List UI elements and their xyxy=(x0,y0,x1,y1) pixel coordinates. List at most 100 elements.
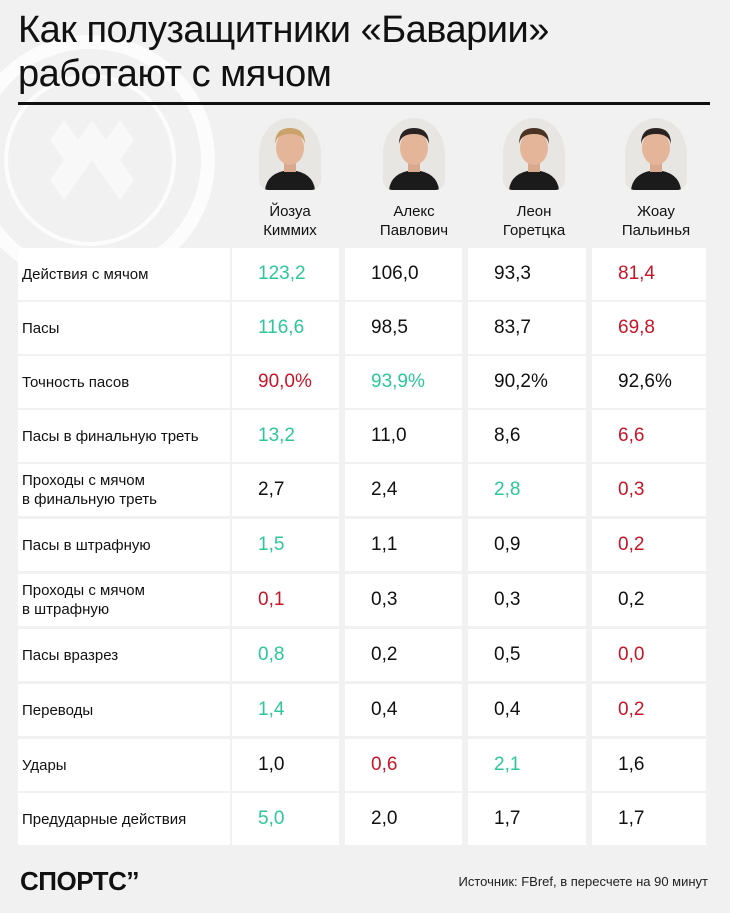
stat-value: 0,8 xyxy=(258,644,285,665)
value-cell xyxy=(468,464,586,516)
stat-value: 93,3 xyxy=(494,263,531,284)
stat-value: 0,3 xyxy=(494,589,521,610)
label-cell xyxy=(18,302,230,354)
player-last-name: Павлович xyxy=(379,222,449,239)
player-photo-icon xyxy=(503,118,565,190)
page-title: Как полузащитники «Баварии» работают с м… xyxy=(18,8,549,96)
table-row: Пасы вразрез 0,8 0,2 0,5 0,0 xyxy=(18,629,710,681)
value-cell xyxy=(345,356,462,408)
stat-value: 0,5 xyxy=(494,644,521,665)
table-row: Пасы в финальную треть 13,2 11,0 8,6 6,6 xyxy=(18,410,710,462)
value-cell xyxy=(592,629,706,681)
value-cell xyxy=(468,410,586,462)
stat-label-line: в финальную треть xyxy=(22,491,157,508)
stat-value: 0,4 xyxy=(371,699,398,720)
stat-value: 83,7 xyxy=(494,317,531,338)
stat-label: Переводы xyxy=(22,684,237,736)
stat-value: 69,8 xyxy=(618,317,655,338)
table-row: Точность пасов 90,0% 93,9% 90,2% 92,6% xyxy=(18,356,710,408)
stat-value: 90,0% xyxy=(258,371,312,392)
stat-value: 98,5 xyxy=(371,317,408,338)
table-row: Предударные действия 5,0 2,0 1,7 1,7 xyxy=(18,793,710,845)
table-row: Проходы с мячом в финальную треть 2,7 2,4 2,… xyxy=(18,464,710,516)
value-cell xyxy=(232,410,339,462)
stat-value: 1,7 xyxy=(494,808,521,829)
title-line-1: Как полузащитники «Баварии» xyxy=(18,9,549,51)
stat-value: 2,1 xyxy=(494,754,521,775)
title-line-2: работают с мячом xyxy=(18,53,332,95)
value-cell xyxy=(232,519,339,571)
value-cell xyxy=(468,629,586,681)
stat-value: 1,5 xyxy=(258,534,285,555)
stat-value: 0,2 xyxy=(371,644,398,665)
player-first-name: Йозуа xyxy=(269,203,311,220)
value-cell xyxy=(592,574,706,626)
value-cell xyxy=(468,793,586,845)
value-cell xyxy=(345,464,462,516)
stat-value: 1,7 xyxy=(618,808,645,829)
label-cell xyxy=(18,464,230,516)
stat-label-line: Пасы в штрафную xyxy=(22,536,151,554)
value-cell xyxy=(592,793,706,845)
stat-value: 116,6 xyxy=(258,317,305,338)
stat-label-line: Проходы с мячом xyxy=(22,472,145,489)
label-cell xyxy=(18,684,230,736)
label-cell xyxy=(18,629,230,681)
stat-value: 13,2 xyxy=(258,425,295,446)
stat-value: 5,0 xyxy=(258,808,285,829)
value-cell xyxy=(468,684,586,736)
stat-label: Проходы с мячом в финальную треть xyxy=(22,464,237,516)
value-cell xyxy=(232,302,339,354)
stat-value: 1,6 xyxy=(618,754,645,775)
stat-value: 0,4 xyxy=(494,699,521,720)
player-last-name: Горетцка xyxy=(502,222,566,239)
label-cell xyxy=(18,739,230,791)
stat-value: 0,3 xyxy=(618,479,645,500)
label-cell xyxy=(18,574,230,626)
value-cell xyxy=(232,739,339,791)
value-cell xyxy=(232,248,339,300)
value-cell xyxy=(592,684,706,736)
stat-value: 1,1 xyxy=(371,534,398,555)
stat-label: Пасы в финальную треть xyxy=(22,410,237,462)
stat-value: 0,9 xyxy=(494,534,521,555)
stat-label-line: Пасы xyxy=(22,319,60,337)
stat-label-line: Предударные действия xyxy=(22,810,187,828)
stat-value: 123,2 xyxy=(258,263,306,284)
stat-value: 2,8 xyxy=(494,479,521,500)
player-last-name: Киммих xyxy=(263,222,317,239)
player-name: Жоау Пальинья xyxy=(597,202,715,240)
sports-logo: СПОРТС’’ xyxy=(20,866,139,896)
value-cell xyxy=(592,356,706,408)
value-cell xyxy=(345,739,462,791)
stat-label-line: Точность пасов xyxy=(22,373,130,391)
stat-value: 0,2 xyxy=(618,534,645,555)
stat-label-line: Пасы вразрез xyxy=(22,646,119,664)
value-cell xyxy=(592,302,706,354)
table-row: Переводы 1,4 0,4 0,4 0,2 xyxy=(18,684,710,736)
stat-value: 0,1 xyxy=(258,589,285,610)
stat-label-line: Действия с мячом xyxy=(22,265,149,283)
stat-value: 1,4 xyxy=(258,699,285,720)
value-cell xyxy=(592,519,706,571)
label-cell xyxy=(18,248,230,300)
title-divider xyxy=(18,102,710,105)
stat-value: 93,9% xyxy=(371,371,425,392)
value-cell xyxy=(232,793,339,845)
value-cell xyxy=(592,248,706,300)
value-cell xyxy=(345,684,462,736)
value-cell xyxy=(232,356,339,408)
player-photo-icon xyxy=(259,118,321,190)
player-photo-icon xyxy=(383,118,445,190)
stat-value: 0,2 xyxy=(618,699,645,720)
player-name: Йозуа Киммих xyxy=(231,202,349,240)
value-cell xyxy=(345,793,462,845)
stat-label-line: в штрафную xyxy=(22,601,110,618)
label-cell xyxy=(18,356,230,408)
stat-value: 0,3 xyxy=(371,589,398,610)
label-cell xyxy=(18,793,230,845)
stat-label: Действия с мячом xyxy=(22,248,237,300)
label-cell xyxy=(18,519,230,571)
table-row: Пасы в штрафную 1,5 1,1 0,9 0,2 xyxy=(18,519,710,571)
player-last-name: Пальинья xyxy=(621,222,691,239)
